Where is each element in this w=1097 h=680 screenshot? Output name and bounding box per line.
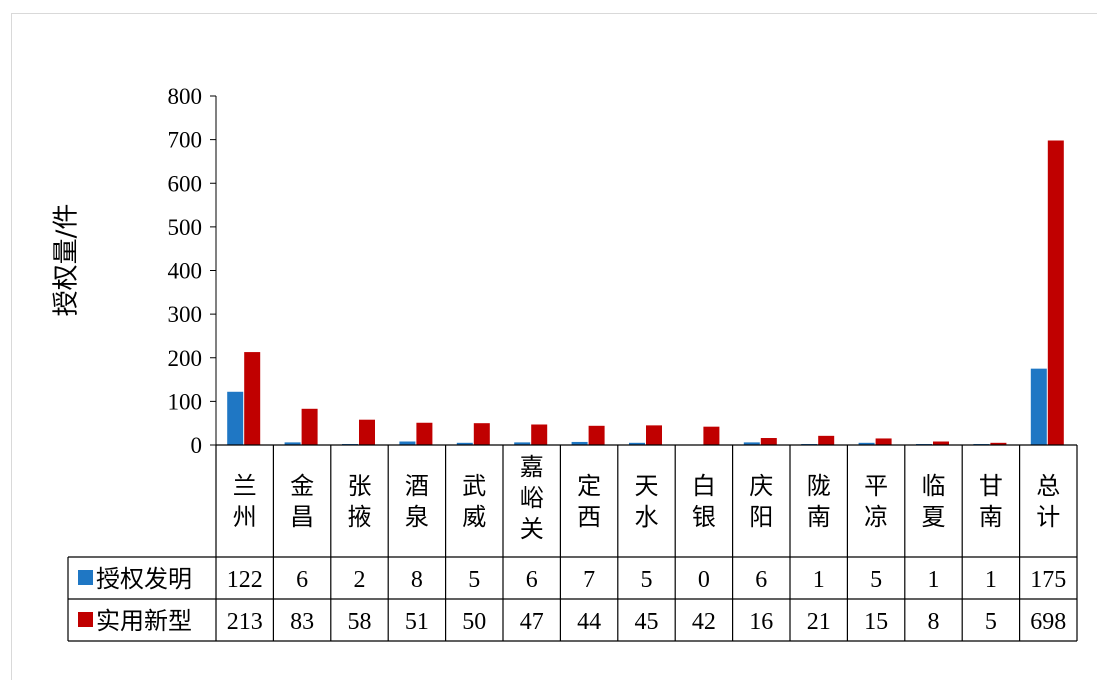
data-label: 5 — [641, 567, 653, 593]
data-label: 2 — [354, 567, 366, 593]
data-label: 6 — [526, 567, 538, 593]
x-tick-label: 临夏 — [922, 472, 946, 531]
bar-utility-6 — [588, 425, 605, 445]
data-label: 1 — [985, 567, 997, 593]
data-label: 122 — [227, 567, 263, 593]
y-tick-label: 700 — [168, 128, 203, 153]
bar-invention-7 — [629, 442, 645, 445]
x-tick-label: 嘉峪关 — [520, 453, 544, 543]
data-label: 8 — [928, 609, 940, 635]
data-label: 58 — [348, 609, 372, 635]
data-label: 5 — [870, 567, 882, 593]
bar-invention-4 — [456, 442, 473, 445]
data-table-grid — [67, 444, 1078, 642]
bar-utility-10 — [818, 435, 835, 445]
bar-invention-9 — [743, 442, 760, 445]
data-label: 6 — [296, 567, 308, 593]
bar-invention-3 — [399, 441, 416, 445]
data-label: 0 — [698, 567, 710, 593]
legend-label-1: 实用新型 — [96, 607, 192, 635]
bar-invention-5 — [514, 442, 531, 445]
data-label: 83 — [290, 609, 314, 635]
x-tick-label: 甘南 — [979, 472, 1003, 531]
bar-utility-1 — [301, 408, 318, 445]
chart-frame — [11, 13, 1097, 680]
bar-utility-4 — [473, 423, 490, 445]
data-label: 42 — [692, 609, 716, 635]
bar-utility-14 — [1047, 140, 1064, 445]
x-tick-label: 张掖 — [348, 472, 372, 531]
data-label: 47 — [520, 609, 544, 635]
x-tick-label: 武威 — [462, 472, 486, 531]
y-tick-label: 200 — [168, 346, 203, 371]
y-tick-label: 600 — [168, 171, 203, 196]
x-tick-label: 平凉 — [864, 472, 888, 531]
bar-utility-13 — [990, 442, 1007, 445]
y-tick-label: 300 — [168, 302, 203, 327]
data-label: 51 — [405, 609, 429, 635]
bar-utility-9 — [760, 438, 777, 445]
x-tick-label: 天水 — [635, 472, 659, 531]
data-label: 5 — [468, 567, 480, 593]
x-tick-label: 金昌 — [290, 472, 314, 531]
data-label: 21 — [807, 609, 831, 635]
bar-invention-11 — [858, 442, 875, 445]
bar-utility-7 — [646, 425, 662, 445]
bar-utility-3 — [416, 422, 433, 445]
bar-invention-14 — [1030, 368, 1047, 445]
data-label: 50 — [462, 609, 486, 635]
x-tick-label: 兰州 — [233, 472, 257, 531]
y-tick-label: 400 — [168, 259, 203, 284]
y-tick-label: 500 — [168, 215, 203, 240]
data-label: 1 — [813, 567, 825, 593]
data-label: 15 — [864, 609, 888, 635]
bar-utility-0 — [244, 352, 261, 445]
bar-utility-11 — [875, 438, 892, 445]
legend-label-0: 授权发明 — [96, 565, 192, 593]
data-label: 1 — [928, 567, 940, 593]
data-label: 698 — [1030, 609, 1066, 635]
data-label: 213 — [227, 609, 263, 635]
bar-invention-6 — [571, 441, 588, 445]
x-tick-label: 白银 — [692, 472, 716, 531]
legend-swatch-0 — [78, 570, 93, 585]
x-tick-label: 定西 — [577, 472, 601, 531]
data-label: 45 — [635, 609, 659, 635]
data-label: 7 — [583, 567, 595, 593]
y-tick-label: 0 — [191, 433, 203, 458]
data-label: 8 — [411, 567, 423, 593]
bar-utility-2 — [359, 419, 375, 445]
x-tick-label: 陇南 — [807, 472, 831, 531]
data-label: 16 — [749, 609, 773, 635]
y-tick-label: 100 — [168, 389, 203, 414]
data-label: 5 — [985, 609, 997, 635]
bar-utility-12 — [933, 441, 949, 445]
bar-invention-0 — [227, 391, 244, 445]
data-label: 175 — [1030, 567, 1066, 593]
x-tick-label: 酒泉 — [405, 472, 429, 531]
bar-invention-1 — [284, 442, 301, 445]
y-tick-label: 800 — [168, 84, 203, 109]
data-label: 6 — [755, 567, 767, 593]
bar-utility-5 — [531, 424, 548, 445]
x-tick-label: 庆阳 — [749, 472, 773, 531]
x-tick-label: 总计 — [1036, 472, 1060, 531]
data-label: 44 — [577, 609, 601, 635]
legend-swatch-1 — [78, 612, 93, 627]
bar-utility-8 — [703, 426, 720, 445]
